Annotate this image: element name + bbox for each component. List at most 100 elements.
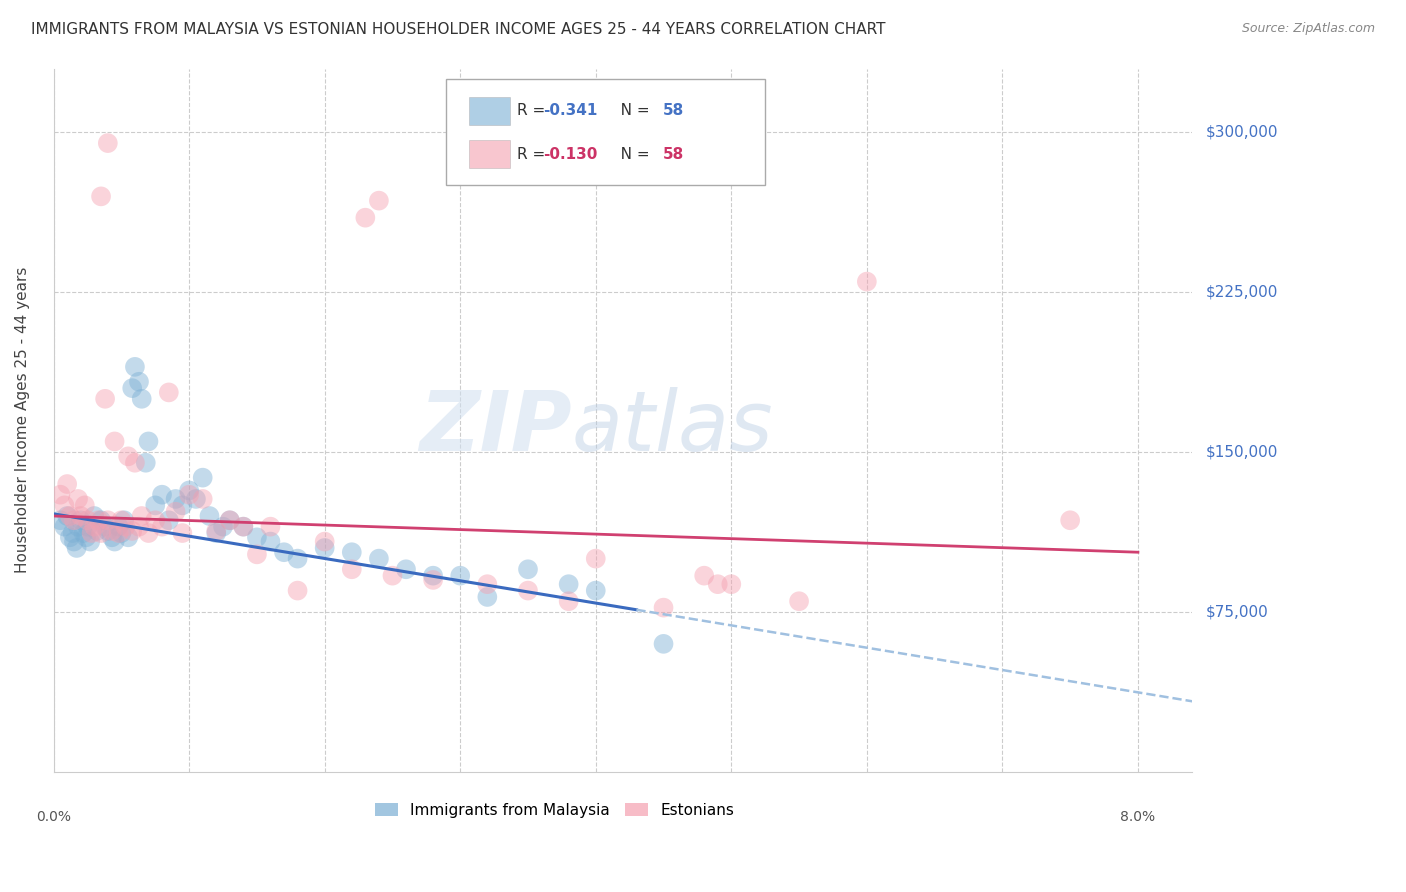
Point [97,513,120,527]
Point [706,577,728,591]
Point [184,491,207,506]
Point [517,562,540,576]
Point [83,508,105,523]
Point [191,491,214,506]
Point [218,513,240,527]
Point [104,534,127,549]
Text: -0.130: -0.130 [543,147,598,161]
Point [585,583,607,598]
Point [56,508,79,523]
Point [79,534,101,549]
Point [66,491,89,506]
Point [59,530,82,544]
Point [787,594,810,608]
Point [232,519,254,533]
Point [395,562,418,576]
Point [367,551,389,566]
Point [121,381,143,395]
Point [90,189,112,203]
Point [110,513,132,527]
Point [121,524,143,538]
Text: 8.0%: 8.0% [1121,810,1156,824]
Point [477,577,499,591]
Point [246,547,269,561]
Point [75,530,97,544]
FancyBboxPatch shape [446,79,765,185]
Point [117,450,139,464]
Text: 58: 58 [662,147,683,161]
Point [381,568,404,582]
Point [314,534,336,549]
Point [101,530,124,544]
Point [86,524,108,538]
Text: IMMIGRANTS FROM MALAYSIA VS ESTONIAN HOUSEHOLDER INCOME AGES 25 - 44 YEARS CORRE: IMMIGRANTS FROM MALAYSIA VS ESTONIAN HOU… [31,22,886,37]
Point [87,513,110,527]
Point [165,491,187,506]
Text: R =: R = [517,147,550,161]
Point [76,519,98,533]
Point [340,562,363,576]
Text: ZIP: ZIP [419,386,572,467]
Point [143,513,166,527]
Point [131,508,153,523]
Text: $150,000: $150,000 [1206,444,1278,459]
Point [83,519,105,533]
Point [138,526,160,541]
Point [179,488,201,502]
Point [135,456,157,470]
Point [367,194,389,208]
Point [90,513,112,527]
Point [94,519,117,533]
Point [191,470,214,484]
Point [422,573,444,587]
Text: Source: ZipAtlas.com: Source: ZipAtlas.com [1241,22,1375,36]
Point [652,600,675,615]
Point [117,530,139,544]
Point [69,508,91,523]
Point [101,524,124,538]
Point [150,488,173,502]
Point [205,524,228,538]
Point [157,513,180,527]
Point [110,526,132,541]
Point [62,526,84,541]
Point [53,499,76,513]
Point [172,499,194,513]
Point [172,526,194,541]
Point [449,568,471,582]
Point [422,568,444,582]
Point [143,499,166,513]
Point [693,568,716,582]
Point [314,541,336,555]
Point [477,590,499,604]
Point [90,526,112,541]
Text: N =: N = [606,103,654,119]
Point [246,530,269,544]
Point [66,541,89,555]
Point [63,513,86,527]
Point [212,519,235,533]
Point [104,434,127,449]
Point [205,526,228,541]
Point [73,499,96,513]
Point [97,136,120,150]
Text: R =: R = [517,103,550,119]
Point [198,508,221,523]
Point [66,519,89,533]
Point [218,513,240,527]
Point [72,526,94,541]
Text: atlas: atlas [572,386,773,467]
Point [80,526,103,541]
Point [259,534,281,549]
Point [232,519,254,533]
Y-axis label: Householder Income Ages 25 - 44 years: Householder Income Ages 25 - 44 years [15,267,30,574]
Point [49,488,72,502]
Point [63,534,86,549]
Text: $75,000: $75,000 [1206,605,1268,619]
Text: $225,000: $225,000 [1206,285,1278,300]
Point [138,434,160,449]
Point [259,519,281,533]
Point [124,359,146,374]
Point [56,477,79,491]
Point [165,505,187,519]
